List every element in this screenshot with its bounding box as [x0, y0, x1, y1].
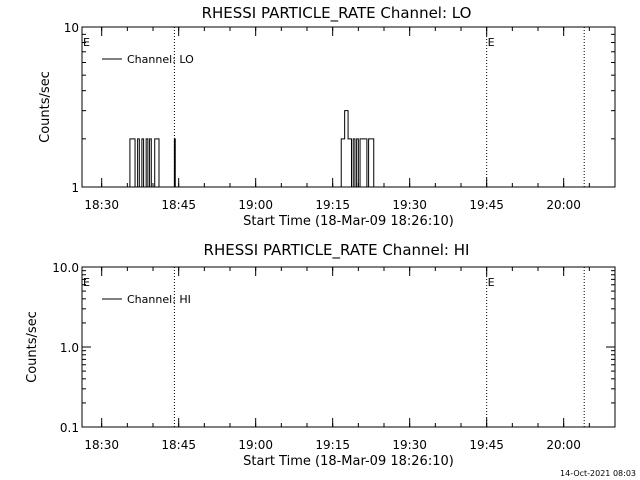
y-tick-label: 1 — [71, 181, 79, 195]
x-axis-label: Start Time (18-Mar-09 18:26:10) — [243, 454, 454, 469]
x-tick-label: 20:00 — [546, 198, 581, 212]
plot-frame — [81, 266, 616, 428]
hi-channel-panel: RHESSI PARTICLE_RATE Channel: HI 0.1 1.0 10… — [25, 241, 616, 469]
lo-channel-panel: RHESSI PARTICLE_RATE Channel: LO 1 10 18:30… — [38, 4, 616, 229]
y-tick-label: 10 — [64, 21, 79, 35]
y-axis-label: Counts/sec — [25, 311, 40, 383]
y-tick-label: 10.0 — [52, 261, 79, 275]
legend-label: Channel: LO — [127, 53, 194, 66]
x-axis-label: Start Time (18-Mar-09 18:26:10) — [243, 214, 454, 229]
event-marker: E — [488, 36, 495, 49]
x-tick-label: 18:45 — [161, 198, 196, 212]
legend-label: Channel: HI — [127, 293, 191, 306]
x-tick-label: 18:45 — [161, 438, 196, 452]
x-tick-label: 19:00 — [238, 438, 273, 452]
footer-timestamp: 14-Oct-2021 08:03 — [560, 469, 636, 478]
x-tick-label: 19:15 — [315, 198, 350, 212]
x-tick-label: 18:30 — [84, 198, 119, 212]
x-tick-label: 19:30 — [392, 438, 427, 452]
x-tick-label: 19:00 — [238, 198, 273, 212]
x-tick-label: 19:45 — [469, 198, 504, 212]
x-tick-label: 20:00 — [546, 438, 581, 452]
event-marker: E — [488, 276, 495, 289]
plot-frame — [81, 26, 616, 188]
event-marker: E — [83, 276, 90, 289]
event-marker: E — [83, 36, 90, 49]
chart-title: RHESSI PARTICLE_RATE Channel: LO — [202, 4, 472, 23]
x-tick-label: 19:45 — [469, 438, 504, 452]
y-axis-label: Counts/sec — [38, 71, 53, 143]
x-tick-label: 19:15 — [315, 438, 350, 452]
x-tick-label: 18:30 — [84, 438, 119, 452]
data-series-line — [128, 110, 375, 188]
y-tick-label: 0.1 — [60, 421, 79, 435]
x-tick-label: 19:30 — [392, 198, 427, 212]
chart-title: RHESSI PARTICLE_RATE Channel: HI — [204, 241, 470, 260]
y-tick-label: 1.0 — [60, 341, 79, 355]
